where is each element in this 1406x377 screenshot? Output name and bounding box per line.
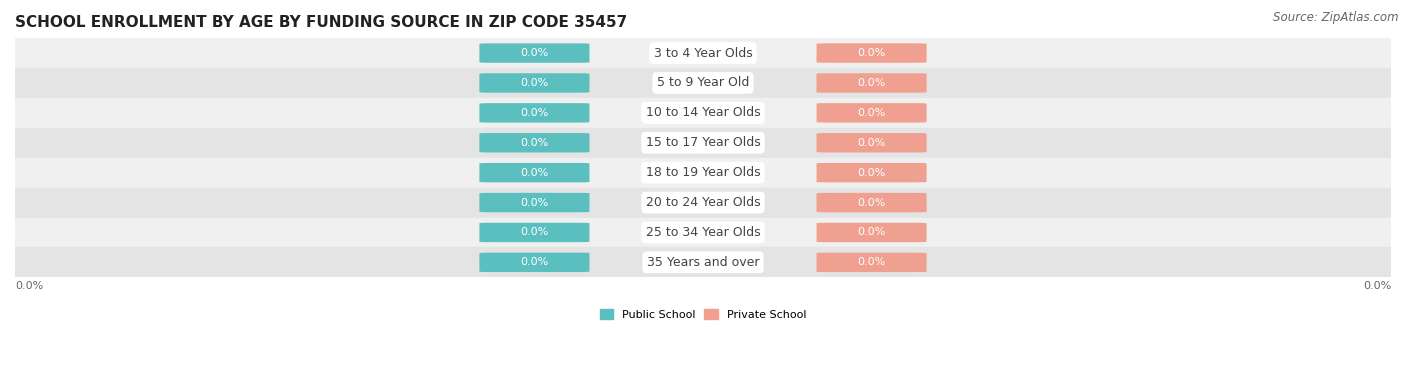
- Text: 0.0%: 0.0%: [520, 78, 548, 88]
- Legend: Public School, Private School: Public School, Private School: [595, 305, 811, 324]
- FancyBboxPatch shape: [479, 193, 589, 212]
- Text: 35 Years and over: 35 Years and over: [647, 256, 759, 269]
- Text: 0.0%: 0.0%: [858, 227, 886, 238]
- Text: Source: ZipAtlas.com: Source: ZipAtlas.com: [1274, 11, 1399, 24]
- Text: 0.0%: 0.0%: [858, 168, 886, 178]
- Text: 20 to 24 Year Olds: 20 to 24 Year Olds: [645, 196, 761, 209]
- Text: 0.0%: 0.0%: [520, 108, 548, 118]
- Text: 10 to 14 Year Olds: 10 to 14 Year Olds: [645, 106, 761, 120]
- FancyBboxPatch shape: [817, 253, 927, 272]
- FancyBboxPatch shape: [479, 253, 589, 272]
- FancyBboxPatch shape: [817, 193, 927, 212]
- Text: 0.0%: 0.0%: [858, 78, 886, 88]
- Text: 0.0%: 0.0%: [520, 168, 548, 178]
- Text: 0.0%: 0.0%: [858, 257, 886, 267]
- Text: 15 to 17 Year Olds: 15 to 17 Year Olds: [645, 136, 761, 149]
- FancyBboxPatch shape: [817, 163, 927, 182]
- Bar: [15, 38, 1391, 68]
- FancyBboxPatch shape: [817, 223, 927, 242]
- Bar: [15, 158, 1391, 188]
- Text: 0.0%: 0.0%: [520, 198, 548, 208]
- FancyBboxPatch shape: [479, 103, 589, 123]
- Text: 3 to 4 Year Olds: 3 to 4 Year Olds: [654, 47, 752, 60]
- FancyBboxPatch shape: [479, 133, 589, 152]
- Bar: [15, 98, 1391, 128]
- FancyBboxPatch shape: [817, 103, 927, 123]
- FancyBboxPatch shape: [817, 43, 927, 63]
- Text: 25 to 34 Year Olds: 25 to 34 Year Olds: [645, 226, 761, 239]
- FancyBboxPatch shape: [479, 43, 589, 63]
- Text: SCHOOL ENROLLMENT BY AGE BY FUNDING SOURCE IN ZIP CODE 35457: SCHOOL ENROLLMENT BY AGE BY FUNDING SOUR…: [15, 15, 627, 30]
- Text: 0.0%: 0.0%: [520, 257, 548, 267]
- FancyBboxPatch shape: [479, 223, 589, 242]
- Bar: [15, 218, 1391, 247]
- Bar: [15, 188, 1391, 218]
- Text: 5 to 9 Year Old: 5 to 9 Year Old: [657, 77, 749, 89]
- Text: 0.0%: 0.0%: [520, 227, 548, 238]
- FancyBboxPatch shape: [479, 73, 589, 93]
- Text: 0.0%: 0.0%: [858, 108, 886, 118]
- Text: 0.0%: 0.0%: [858, 48, 886, 58]
- Bar: [15, 128, 1391, 158]
- FancyBboxPatch shape: [817, 133, 927, 152]
- Text: 0.0%: 0.0%: [1362, 281, 1391, 291]
- Bar: [15, 68, 1391, 98]
- Text: 0.0%: 0.0%: [520, 48, 548, 58]
- Text: 18 to 19 Year Olds: 18 to 19 Year Olds: [645, 166, 761, 179]
- Text: 0.0%: 0.0%: [858, 198, 886, 208]
- Text: 0.0%: 0.0%: [15, 281, 44, 291]
- FancyBboxPatch shape: [479, 163, 589, 182]
- Bar: [15, 247, 1391, 277]
- FancyBboxPatch shape: [817, 73, 927, 93]
- Text: 0.0%: 0.0%: [858, 138, 886, 148]
- Text: 0.0%: 0.0%: [520, 138, 548, 148]
